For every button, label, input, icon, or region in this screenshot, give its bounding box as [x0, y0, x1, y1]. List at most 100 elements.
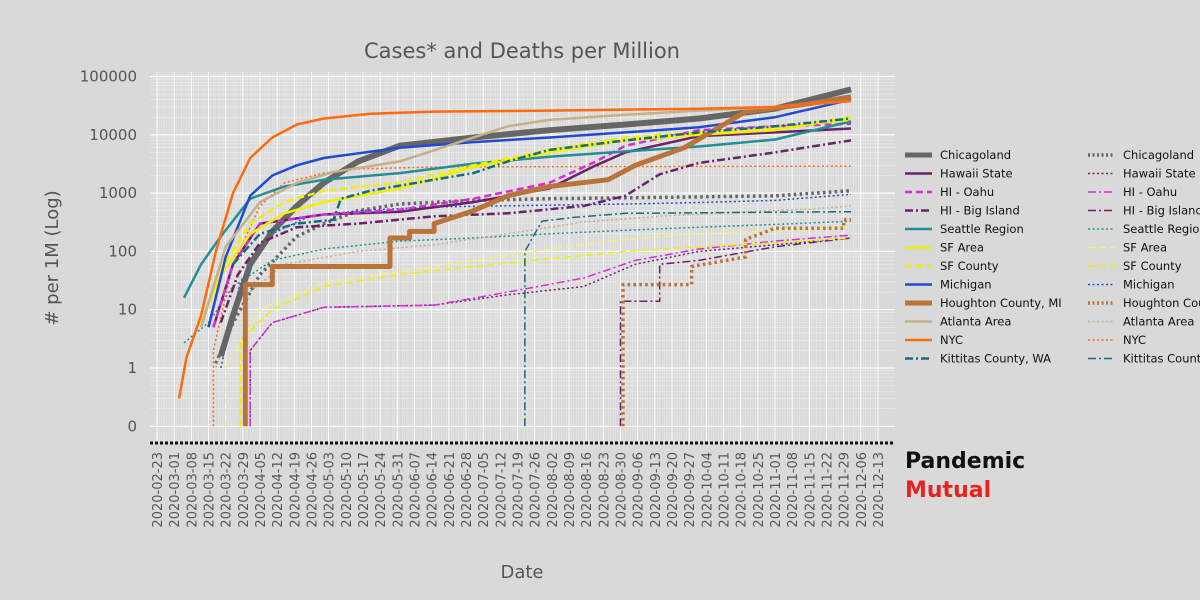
- x-tick-label: 2020-03-08: [185, 452, 200, 528]
- x-tick-label: 2020-02-23: [151, 452, 166, 528]
- series-line-deaths: [621, 217, 851, 427]
- x-tick-label: 2020-06-21: [443, 452, 458, 528]
- x-tick-label: 2020-04-26: [306, 452, 321, 528]
- x-tick-label: 2020-03-22: [220, 452, 235, 528]
- x-tick-label: 2020-08-02: [546, 452, 561, 528]
- y-tick-label: 100000: [80, 68, 137, 86]
- x-tick-label: 2020-03-01: [168, 452, 183, 528]
- series-line-deaths: [249, 234, 852, 427]
- x-tick-label: 2020-06-14: [426, 452, 441, 528]
- series-line-cases: [217, 86, 852, 357]
- x-tick-label: 2020-05-10: [340, 452, 355, 528]
- legend-label: Houghton County, MI: [940, 296, 1062, 310]
- legend-label: NYC: [1123, 333, 1146, 347]
- x-tick-label: 2020-11-15: [803, 452, 818, 528]
- x-tick-label: 2020-11-01: [769, 452, 784, 528]
- series-line-deaths: [212, 165, 852, 427]
- legend-label: HI - Big Island: [940, 204, 1020, 218]
- x-tick-label: 2020-05-03: [323, 452, 338, 528]
- x-tick-label: 2020-12-13: [872, 452, 887, 528]
- y-tick-label: 10000: [89, 126, 137, 144]
- legend-label: Chicagoland: [1123, 148, 1194, 162]
- x-tick-label: 2020-10-11: [718, 452, 733, 528]
- x-tick-label: 2020-05-31: [391, 452, 406, 528]
- x-axis-label: Date: [500, 562, 543, 583]
- brand-line-2: Mutual: [905, 478, 992, 503]
- legend-label: Kittitas County, WA: [940, 352, 1051, 366]
- x-tick-label: 2020-07-05: [477, 452, 492, 528]
- x-tick-label: 2020-08-16: [580, 452, 595, 528]
- series-line-deaths: [224, 226, 852, 427]
- x-tick-label: 2020-04-19: [288, 452, 303, 528]
- chart-title: Cases* and Deaths per Million: [364, 39, 680, 63]
- y-tick-label: 1000: [99, 184, 137, 202]
- series-line-cases: [232, 117, 852, 266]
- legend-label: HI - Big Island: [1123, 204, 1200, 218]
- legend-label: SF County: [940, 259, 999, 273]
- x-tick-label: 2020-09-06: [632, 452, 647, 528]
- series-lines: [177, 86, 852, 427]
- x-tick-label: 2020-03-29: [237, 452, 252, 528]
- x-tick-label: 2020-09-13: [649, 452, 664, 528]
- x-axis-ticks: 2020-02-23 2020-03-01 2020-03-08 2020-03-15…: [151, 452, 887, 528]
- x-tick-label: 2020-09-27: [683, 452, 698, 528]
- legend-label: Atlanta Area: [940, 315, 1011, 329]
- legend-label: Hawaii State: [940, 167, 1013, 181]
- series-line-cases: [199, 99, 852, 328]
- y-tick-label: 10: [118, 301, 137, 319]
- x-tick-label: 2020-05-24: [374, 452, 389, 528]
- legend-label: HI - Oahu: [1123, 185, 1177, 199]
- x-tick-label: 2020-10-18: [735, 452, 750, 528]
- legend: Chicagoland Hawaii State HI - Oahu HI - Big…: [905, 148, 1200, 366]
- legend-label: Hawaii State: [1123, 167, 1196, 181]
- legend-label: Kittitas County, WA: [1123, 352, 1200, 366]
- legend-label: NYC: [940, 333, 963, 347]
- legend-label: Seattle Region: [940, 222, 1024, 236]
- legend-label: SF County: [1123, 259, 1182, 273]
- x-tick-label: 2020-03-15: [203, 452, 218, 528]
- x-tick-label: 2020-08-09: [563, 452, 578, 528]
- x-tick-label: 2020-08-23: [597, 452, 612, 528]
- legend-label: HI - Oahu: [940, 185, 994, 199]
- legend-label: Michigan: [940, 278, 992, 292]
- series-line-deaths: [239, 237, 852, 427]
- x-tick-label: 2020-07-26: [529, 452, 544, 528]
- x-tick-label: 2020-11-08: [786, 452, 801, 528]
- x-tick-label: 2020-06-07: [409, 452, 424, 528]
- x-tick-label: 2020-09-20: [666, 452, 681, 528]
- legend-label: Seattle Region: [1123, 222, 1200, 236]
- legend-label: Chicagoland: [940, 148, 1011, 162]
- x-tick-label: 2020-07-19: [512, 452, 527, 528]
- brand-logo: Pandemic Mutual: [905, 447, 1025, 505]
- x-tick-label: 2020-10-04: [700, 452, 715, 528]
- x-tick-label: 2020-06-28: [460, 452, 475, 528]
- legend-label: Houghton County, MI: [1123, 296, 1200, 310]
- series-line-cases: [212, 122, 852, 328]
- y-tick-label: 100: [108, 242, 137, 260]
- gridlines: [150, 72, 895, 442]
- y-tick-label: 1: [127, 359, 137, 377]
- y-axis-label: # per 1M (Log): [42, 190, 63, 325]
- x-tick-label: 2020-07-12: [494, 452, 509, 528]
- x-tick-label: 2020-10-25: [752, 452, 767, 528]
- x-tick-label: 2020-04-12: [271, 452, 286, 528]
- x-tick-label: 2020-04-05: [254, 452, 269, 528]
- legend-label: SF Area: [1123, 241, 1167, 255]
- x-tick-label: 2020-11-22: [821, 452, 836, 528]
- brand-line-1: Pandemic: [905, 449, 1026, 474]
- legend-label: SF Area: [940, 241, 984, 255]
- series-line-deaths: [524, 210, 852, 427]
- legend-label: Michigan: [1123, 278, 1175, 292]
- y-tick-label: 0: [127, 417, 137, 435]
- x-tick-label: 2020-05-17: [357, 452, 372, 528]
- series-line-cases: [177, 99, 852, 399]
- series-line-cases: [242, 94, 852, 427]
- series-line-cases: [207, 98, 852, 328]
- x-tick-label: 2020-08-30: [615, 452, 630, 528]
- series-line-cases: [219, 139, 852, 324]
- legend-label: Atlanta Area: [1123, 315, 1194, 329]
- series-line-deaths: [183, 220, 852, 344]
- x-tick-label: 2020-11-29: [838, 452, 853, 528]
